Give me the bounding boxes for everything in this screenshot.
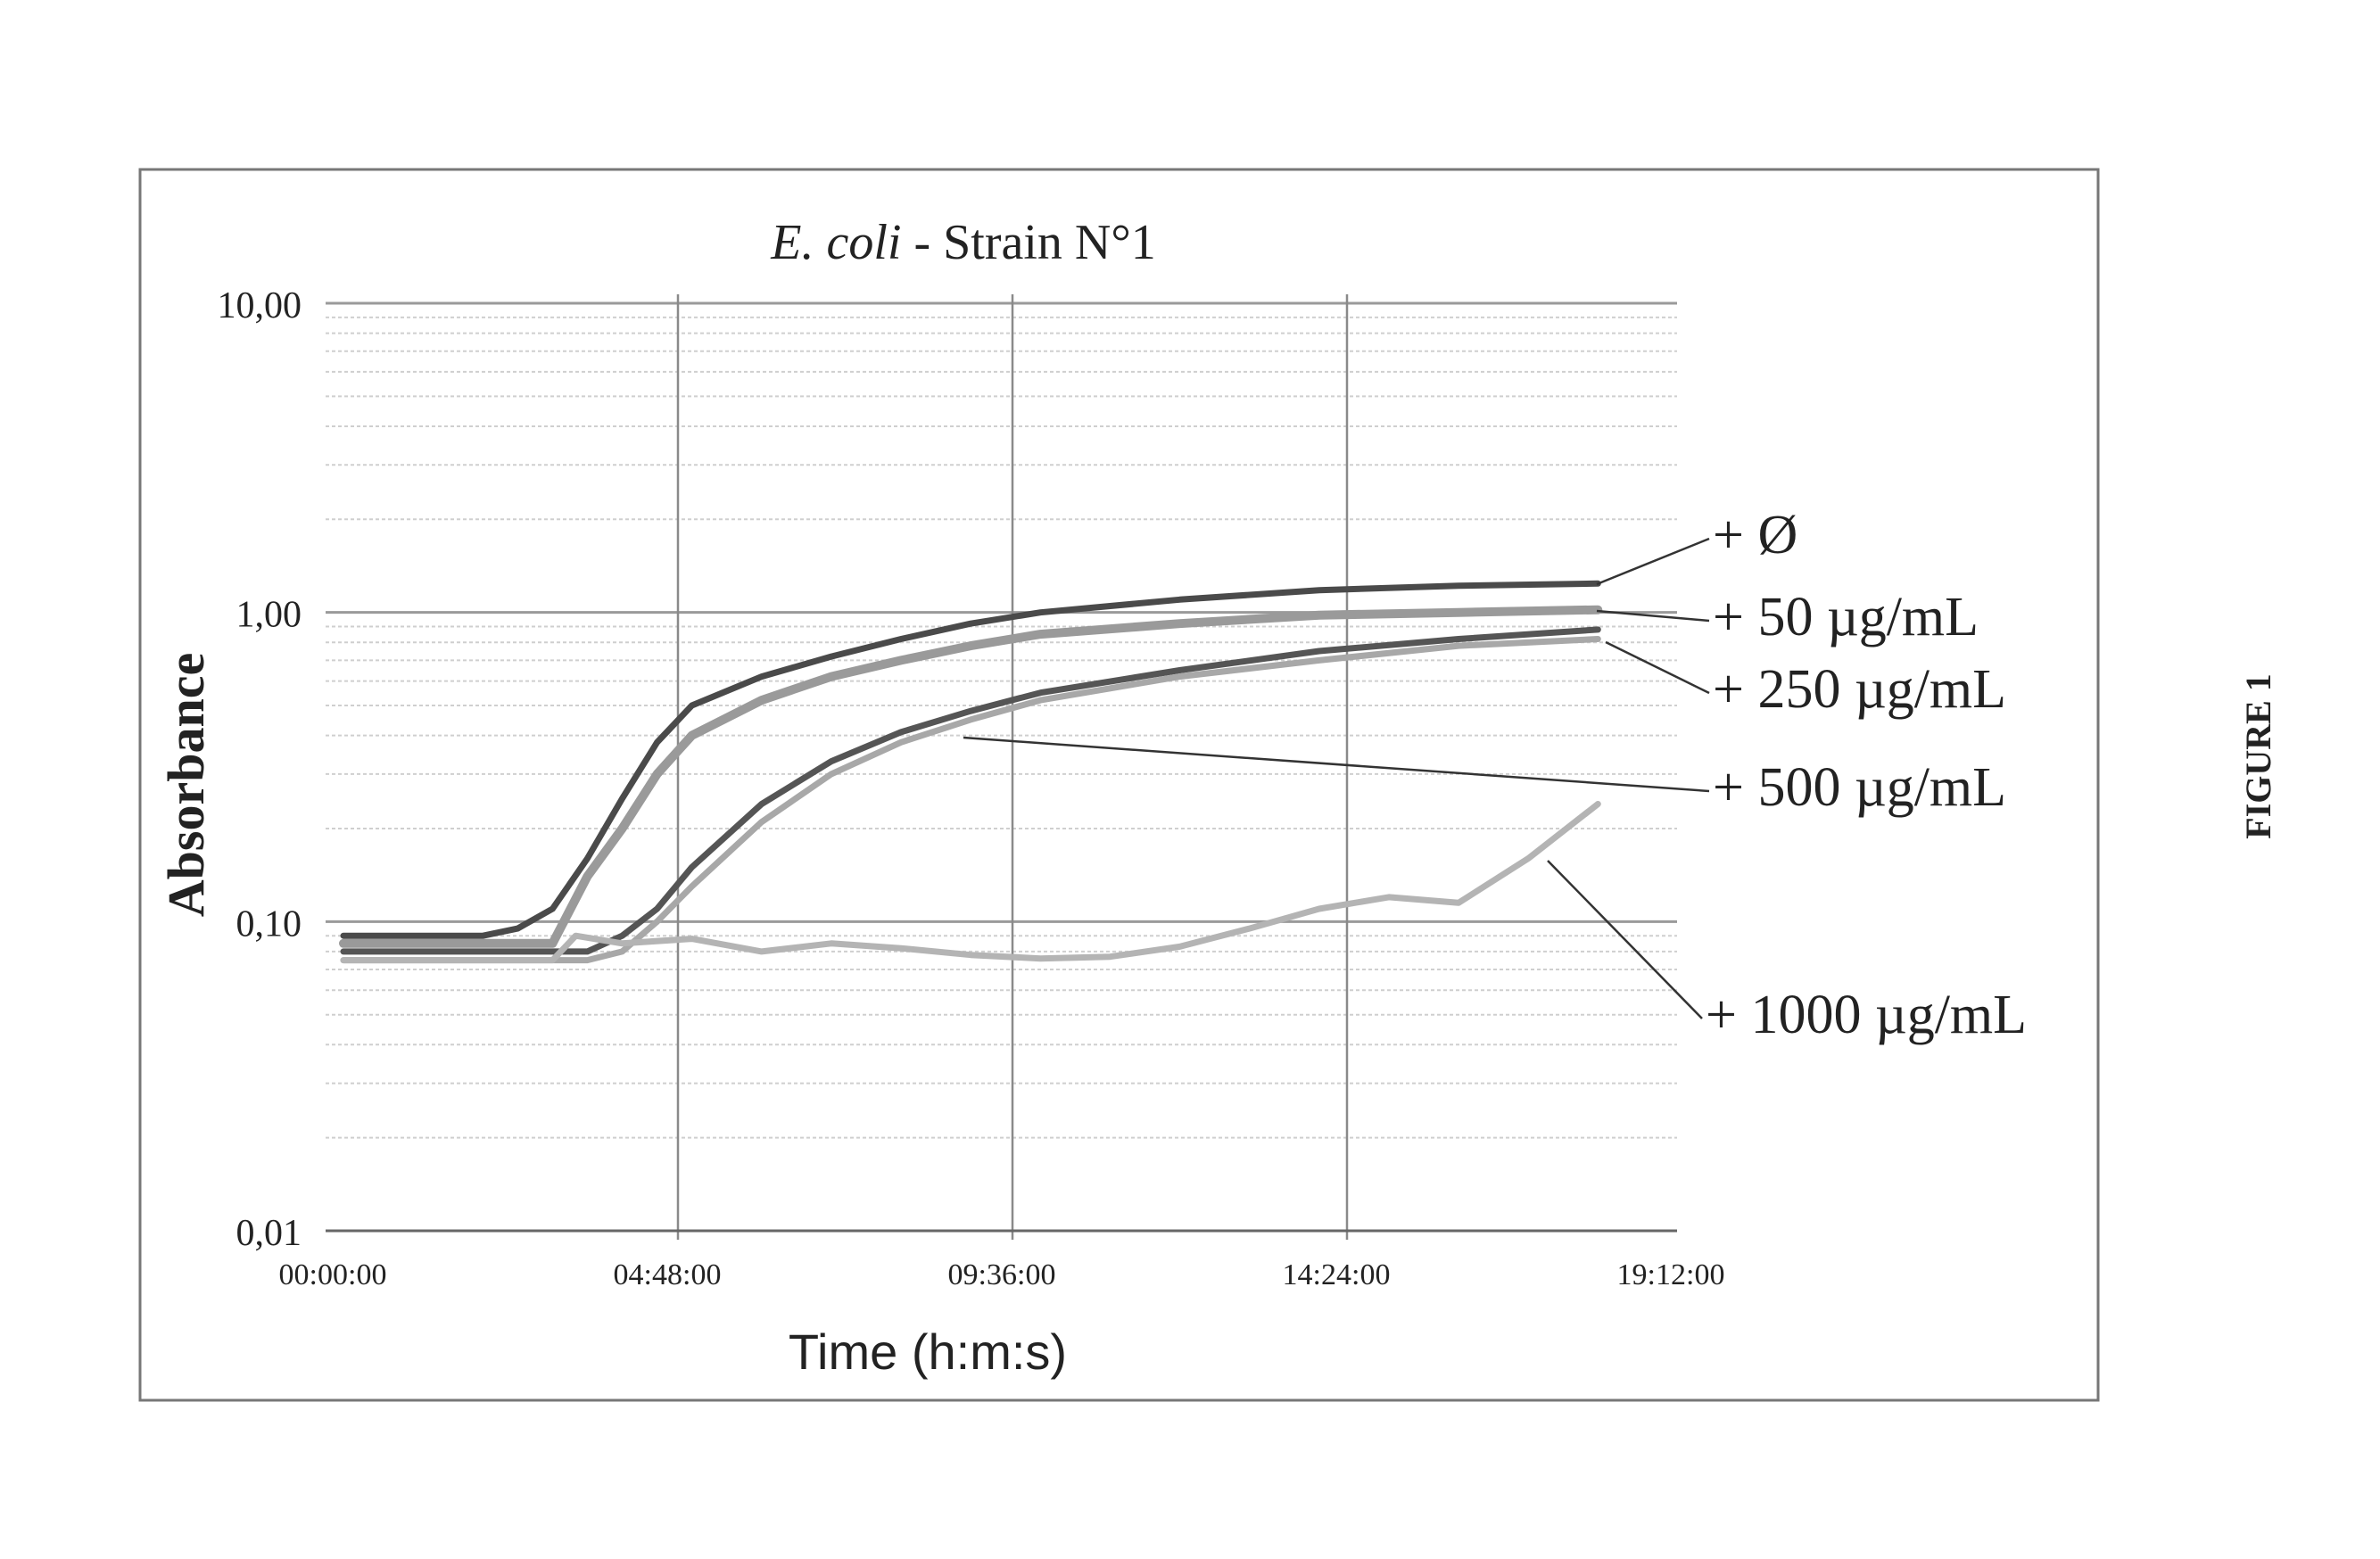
- series-label: + 500 µg/mL: [1713, 757, 2006, 818]
- series-label: + 1000 µg/mL: [1706, 985, 2027, 1045]
- series-label: + 250 µg/mL: [1713, 659, 2006, 720]
- y-tick-label: 1,00: [236, 595, 302, 636]
- y-tick-label: 0,01: [236, 1213, 302, 1254]
- y-tick-label: 0,10: [236, 903, 302, 944]
- x-tick-label: 04:48:00: [614, 1258, 722, 1291]
- series-label: + 50 µg/mL: [1713, 587, 1979, 648]
- y-axis-label: Absorbance: [157, 653, 215, 917]
- chart-title-italic: E. coli: [770, 215, 901, 270]
- figure-label: FIGURE 1: [2238, 673, 2278, 839]
- x-tick-label: 19:12:00: [1617, 1258, 1725, 1291]
- x-tick-label: 14:24:00: [1283, 1258, 1391, 1291]
- chart: E. coli - Strain N°1 + Ø + 50 µg/mL + 250 …: [0, 0, 2380, 1559]
- chart-title-rest: - Strain N°1: [901, 215, 1155, 270]
- x-axis-label: Time (h:m:s): [789, 1324, 1067, 1380]
- y-tick-label: 10,00: [218, 285, 302, 326]
- x-tick-label: 00:00:00: [279, 1258, 387, 1291]
- series-label: + Ø: [1713, 505, 1797, 565]
- chart-title: E. coli - Strain N°1: [770, 215, 1155, 270]
- x-tick-label: 09:36:00: [948, 1258, 1056, 1291]
